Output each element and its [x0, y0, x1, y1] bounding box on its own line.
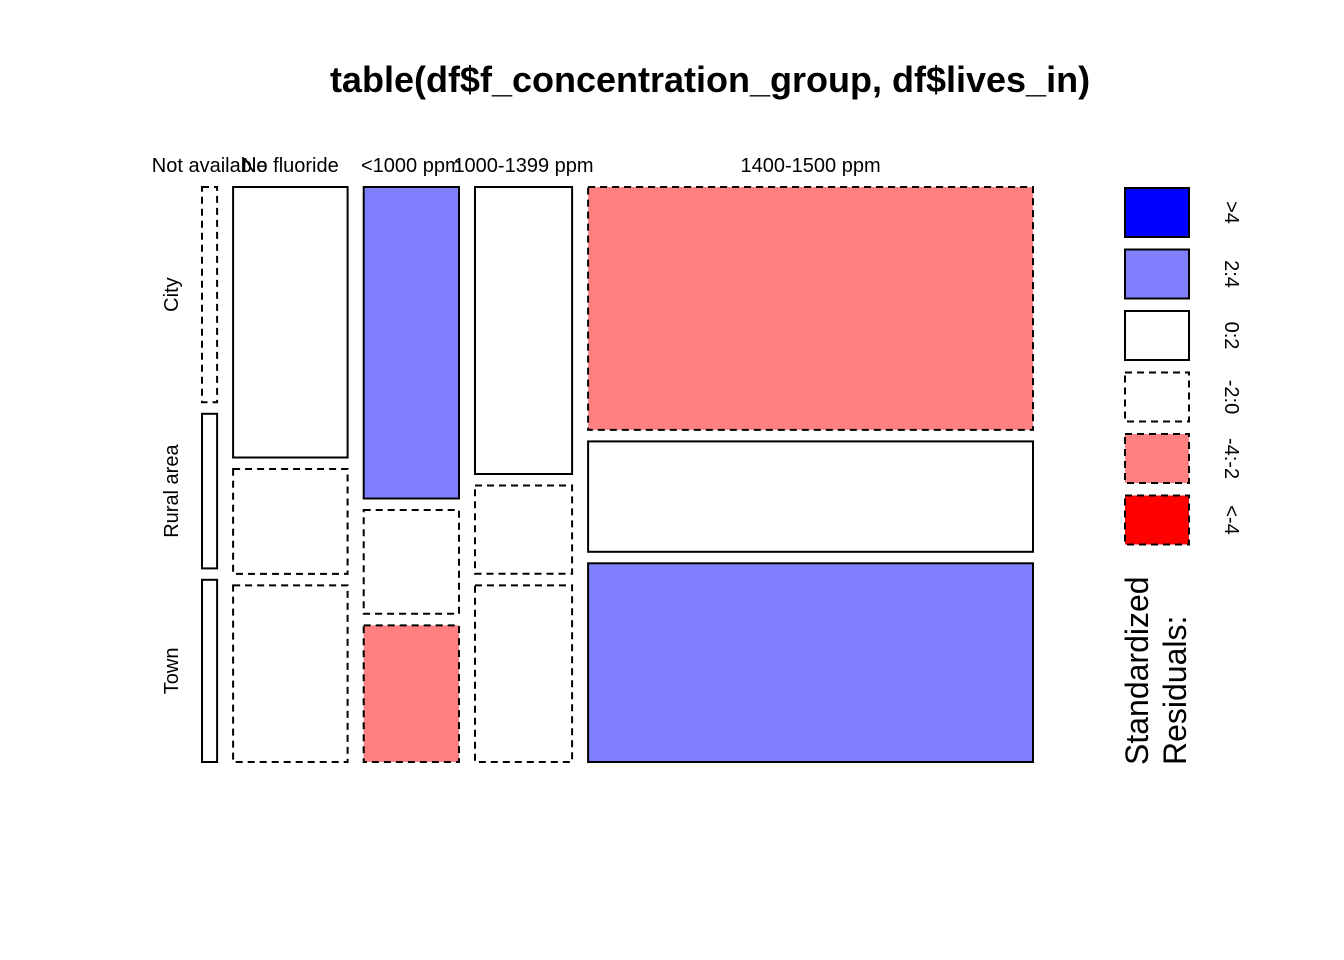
legend-swatch-2-0 — [1124, 371, 1190, 423]
mosaic-cells — [201, 186, 1034, 764]
legend-swatch-lt-4 — [1124, 494, 1190, 546]
cell-1400-1500-ppm-town — [587, 562, 1034, 763]
legend-swatch-4-2 — [1124, 433, 1190, 484]
cell-1000-ppm-rural-area — [362, 509, 461, 615]
column-label-no-fluoride: No fluoride — [242, 155, 339, 177]
cell-not-available-town — [201, 578, 219, 763]
chart-title: table(df$f_concentration_group, df$lives… — [330, 59, 1090, 100]
legend-swatch-0-2 — [1124, 310, 1190, 361]
column-label-1000-ppm: <1000 ppm — [361, 155, 462, 177]
cell-not-available-city — [201, 186, 219, 404]
legend-label: 0:2 — [1220, 322, 1242, 350]
legend-label: -4:-2 — [1220, 438, 1242, 479]
legend-swatch-gt4 — [1124, 187, 1190, 238]
row-label-rural-area: Rural area — [161, 444, 183, 538]
legend-swatch-2-4 — [1124, 248, 1190, 300]
row-label-city: City — [161, 277, 183, 311]
legend-title-line: Residuals: — [1157, 616, 1193, 765]
cell-1400-1500-ppm-rural-area — [587, 440, 1034, 553]
cell-no-fluoride-town — [232, 584, 349, 764]
row-labels: City Rural area Town — [161, 277, 183, 694]
cell-1000-1399-ppm-city — [474, 186, 574, 475]
cell-1000-1399-ppm-town — [474, 584, 574, 764]
cell-1400-1500-ppm-city — [587, 186, 1034, 431]
legend-label: -2:0 — [1220, 380, 1242, 414]
cell-1000-1399-ppm-rural-area — [474, 484, 574, 575]
cell-no-fluoride-city — [232, 186, 349, 459]
residuals-legend: >4 2:4 0:2 -2:0 -4:-2 <-4 Standardized Residual… — [1119, 187, 1242, 765]
column-label-not-available: Not available — [152, 155, 268, 177]
cell-not-available-rural-area — [201, 412, 219, 570]
legend-label: >4 — [1220, 201, 1242, 224]
legend-label: <-4 — [1220, 505, 1242, 534]
column-label-1000-1399-ppm: 1000-1399 ppm — [453, 155, 593, 177]
cell-1000-ppm-town — [362, 624, 461, 764]
cell-no-fluoride-rural-area — [232, 468, 349, 575]
cell-1000-ppm-city — [362, 186, 461, 500]
row-label-town: Town — [161, 648, 183, 695]
column-label-1400-1500-ppm: 1400-1500 ppm — [741, 155, 881, 177]
legend-label: 2:4 — [1220, 260, 1242, 288]
legend-title-line: Standardized — [1119, 576, 1155, 765]
